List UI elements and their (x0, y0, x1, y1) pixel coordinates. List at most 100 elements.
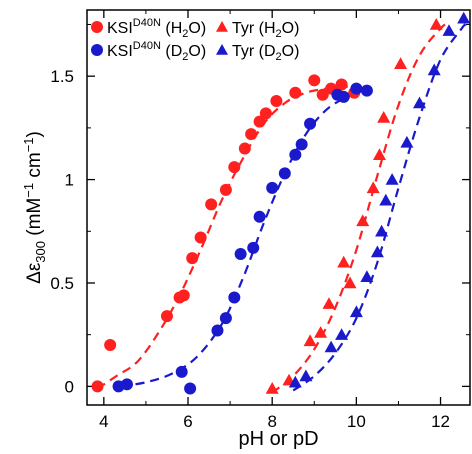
y-label-sub: 300 (33, 241, 48, 263)
data-point-circle (91, 380, 104, 393)
y-label-prefix: Δε (24, 262, 45, 284)
data-point-triangle (314, 326, 328, 338)
data-point-circle (219, 312, 232, 325)
data-point-circle (245, 128, 258, 141)
data-point-circle (120, 378, 133, 391)
legend-sub: 2 (276, 28, 282, 40)
data-point-triangle (343, 276, 357, 289)
y-tick-label: 0.5 (50, 274, 74, 293)
data-point-circle (184, 382, 197, 395)
data-point-triangle (400, 135, 414, 148)
x-tick-label: 8 (267, 412, 276, 431)
legend-pre-sub: (D (254, 43, 275, 60)
data-point-triangle (379, 193, 393, 206)
data-point-triangle (299, 369, 313, 382)
data-point-circle (295, 138, 308, 151)
fit-curve-1 (120, 89, 368, 388)
data-point-circle (194, 231, 207, 244)
data-point-triangle (265, 382, 279, 394)
x-tick-label: 12 (431, 412, 450, 431)
data-point-triangle (349, 305, 363, 318)
data-point-circle (205, 198, 218, 211)
x-axis-label: pH or pD (238, 428, 318, 449)
data-point-circle (160, 310, 173, 323)
legend-post-sub: O) (282, 43, 300, 60)
data-point-triangle (377, 111, 391, 123)
data-point-triangle (324, 340, 338, 353)
data-point-circle (304, 117, 317, 130)
x-tick-label: 6 (183, 412, 192, 431)
data-point-triangle (429, 18, 443, 30)
data-point-circle (219, 183, 232, 196)
data-point-circle (234, 248, 247, 261)
data-point-triangle (335, 328, 349, 340)
data-point-triangle (288, 375, 302, 388)
data-point-circle (278, 167, 291, 180)
data-point-circle (337, 90, 350, 103)
legend-sup: D40N (133, 40, 161, 52)
data-point-triangle (427, 63, 441, 76)
data-point-triangle (360, 270, 374, 282)
legend-pre-sub: (H (161, 20, 182, 37)
legend-marker-3 (216, 44, 228, 55)
legend-main: Tyr (232, 43, 255, 60)
legend-marker-0 (91, 21, 103, 33)
data-point-circle (177, 289, 190, 302)
legend-sub: 2 (182, 28, 188, 40)
y-tick-label: 1 (65, 171, 74, 190)
legend-sub: 2 (182, 51, 188, 63)
data-point-triangle (356, 214, 370, 227)
data-point-triangle (366, 181, 380, 194)
legend-post-sub: O) (282, 20, 300, 37)
data-point-triangle (322, 297, 336, 309)
y-axis-label: Δε300 (mM−1 cm−1) (21, 131, 48, 284)
data-point-circle (238, 142, 251, 155)
data-point-circle (266, 181, 279, 194)
data-markers (91, 11, 471, 395)
data-point-triangle (394, 57, 408, 69)
legend-main: KSI (107, 20, 133, 37)
fit-curve-0 (96, 85, 349, 390)
y-tick-label: 1.5 (50, 67, 74, 86)
data-point-circle (270, 94, 283, 107)
data-point-circle (228, 291, 241, 304)
data-point-circle (247, 241, 260, 254)
y-tick-label: 0 (65, 377, 74, 396)
legend-main: KSI (107, 43, 133, 60)
x-tick-label: 4 (99, 412, 108, 431)
data-point-triangle (303, 334, 317, 347)
y-label-mid: cm (24, 152, 45, 183)
data-point-circle (289, 86, 302, 99)
legend-entry-3: Tyr (D2O) (232, 43, 299, 63)
data-point-triangle (373, 148, 386, 160)
data-point-circle (175, 365, 188, 378)
legend-entry-2: Tyr (H2O) (232, 20, 299, 40)
legend-marker-2 (216, 21, 228, 32)
y-label-sup1: −1 (21, 183, 36, 198)
legend-post-sub: O) (188, 43, 206, 60)
data-point-circle (316, 88, 329, 101)
data-point-circle (253, 210, 266, 223)
legend-main: Tyr (232, 20, 255, 37)
legend: KSID40N (H2O)KSID40N (D2O)Tyr (H2O)Tyr (… (91, 17, 299, 63)
fit-curve-3 (292, 23, 467, 392)
legend-entry-0: KSID40N (H2O) (107, 17, 206, 40)
legend-pre-sub: (D (161, 43, 182, 60)
fit-curves (96, 21, 467, 394)
legend-post-sub: O) (188, 20, 206, 37)
legend-entry-1: KSID40N (D2O) (107, 40, 206, 63)
data-point-triangle (370, 245, 384, 258)
data-point-triangle (375, 224, 389, 237)
plot-frame (86, 9, 471, 406)
legend-marker-1 (91, 44, 103, 56)
x-tick-label: 10 (347, 412, 366, 431)
y-label-sup2: −1 (21, 137, 36, 152)
data-point-triangle (457, 11, 471, 24)
data-point-circle (350, 82, 363, 95)
data-point-circle (360, 84, 373, 97)
data-point-circle (259, 107, 272, 120)
data-point-circle (228, 161, 241, 174)
data-point-circle (104, 339, 117, 352)
